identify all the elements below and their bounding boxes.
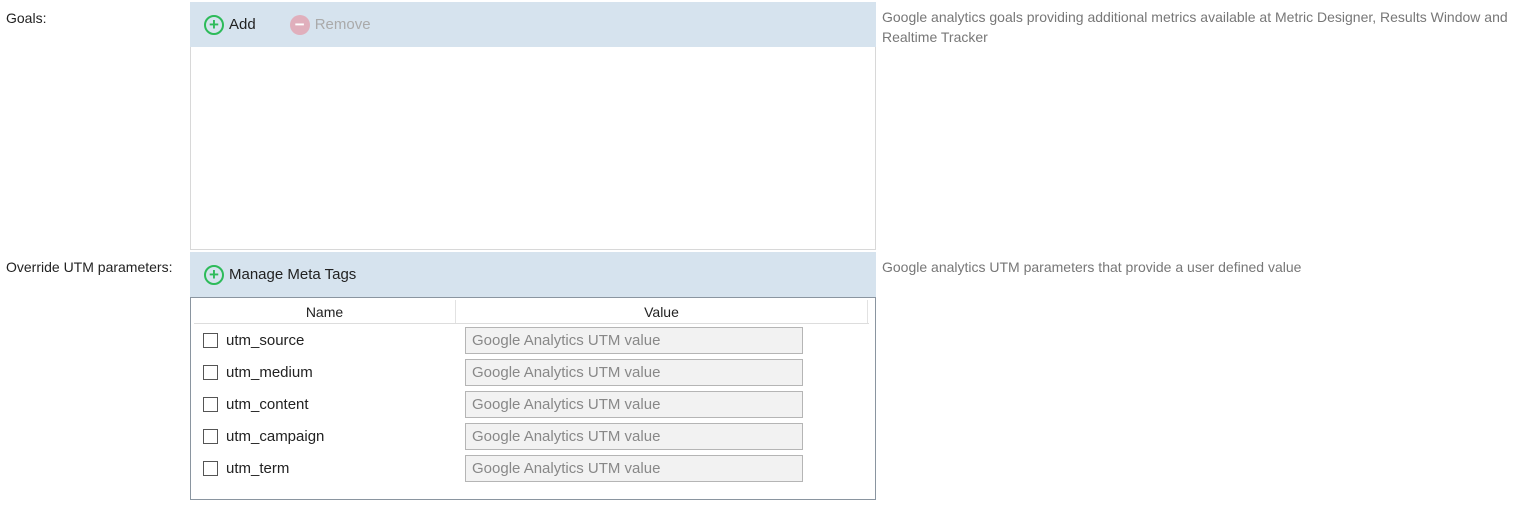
utm-description: Google analytics UTM parameters that pro… [882, 259, 1302, 275]
param-value-placeholder: Google Analytics UTM value [472, 395, 661, 413]
param-name: utm_medium [226, 363, 313, 381]
utm-table: Name Value utm_source Google Analytics U… [190, 297, 876, 500]
add-label: Add [229, 16, 256, 33]
table-row: utm_campaign Google Analytics UTM value [203, 422, 863, 450]
table-row: utm_medium Google Analytics UTM value [203, 358, 863, 386]
remove-label: Remove [314, 16, 371, 33]
param-name: utm_campaign [226, 427, 325, 445]
utm-label: Override UTM parameters: [6, 259, 173, 275]
table-row: utm_term Google Analytics UTM value [203, 454, 863, 482]
add-goal-button[interactable]: + Add [204, 14, 256, 35]
minus-circle-icon: − [289, 14, 310, 35]
table-header: Name Value [194, 300, 869, 324]
param-name: utm_content [226, 395, 309, 413]
param-value-input[interactable]: Google Analytics UTM value [465, 358, 803, 386]
manage-label: Manage Meta Tags [229, 266, 357, 283]
param-value-input[interactable]: Google Analytics UTM value [465, 454, 803, 482]
row-checkbox[interactable] [203, 460, 218, 476]
column-header-value[interactable]: Value [456, 300, 868, 323]
plus-circle-icon: + [204, 14, 224, 35]
goals-label: Goals: [6, 10, 47, 26]
row-checkbox[interactable] [203, 428, 218, 444]
param-name: utm_term [226, 459, 290, 477]
param-value-input[interactable]: Google Analytics UTM value [465, 390, 803, 418]
row-checkbox[interactable] [203, 364, 218, 380]
remove-goal-button[interactable]: − Remove [289, 14, 371, 35]
param-value-input[interactable]: Google Analytics UTM value [465, 422, 803, 450]
param-value-placeholder: Google Analytics UTM value [472, 427, 661, 445]
table-row: utm_source Google Analytics UTM value [203, 326, 863, 354]
manage-meta-tags-button[interactable]: + Manage Meta Tags [204, 264, 357, 285]
column-header-name[interactable]: Name [194, 300, 456, 323]
goals-description: Google analytics goals providing additio… [882, 9, 1508, 45]
param-value-placeholder: Google Analytics UTM value [472, 331, 661, 349]
plus-circle-icon: + [204, 264, 224, 285]
param-value-placeholder: Google Analytics UTM value [472, 363, 661, 381]
param-value-placeholder: Google Analytics UTM value [472, 459, 661, 477]
row-checkbox[interactable] [203, 332, 218, 348]
row-checkbox[interactable] [203, 396, 218, 412]
utm-toolbar: + Manage Meta Tags [190, 252, 876, 297]
table-row: utm_content Google Analytics UTM value [203, 390, 863, 418]
goals-list[interactable] [190, 47, 876, 250]
param-value-input[interactable]: Google Analytics UTM value [465, 326, 803, 354]
goals-toolbar: + Add − Remove [190, 2, 876, 47]
param-name: utm_source [226, 331, 305, 349]
